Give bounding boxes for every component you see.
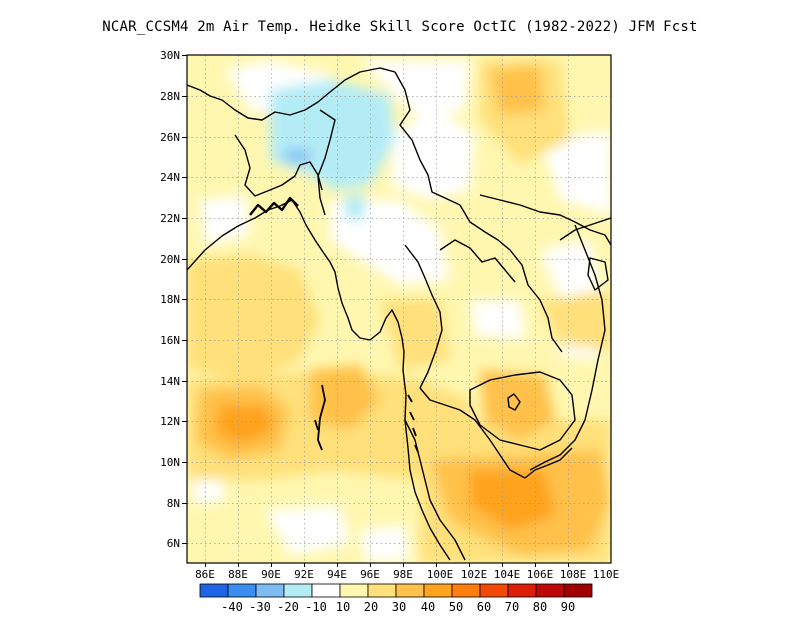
y-tick-12n: 12N xyxy=(160,415,180,428)
y-tick-26n: 26N xyxy=(160,131,180,144)
colorbar-labels: -40 -30 -20 -10 10 20 30 40 50 60 70 80 … xyxy=(221,600,575,614)
colorbar-label-20: 20 xyxy=(364,600,378,614)
x-tick-100e: 100E xyxy=(427,568,454,581)
colorbar-label-30: 30 xyxy=(392,600,406,614)
x-axis: 86E 88E 90E 92E 94E 96E 98E 100E 102E 10… xyxy=(195,563,619,581)
y-tick-14n: 14N xyxy=(160,375,180,388)
x-tick-88e: 88E xyxy=(228,568,248,581)
coastlines-borders xyxy=(187,67,611,561)
colorbar-swatch xyxy=(227,583,257,598)
x-tick-86e: 86E xyxy=(195,568,215,581)
y-tick-18n: 18N xyxy=(160,293,180,306)
colorbar-label-80: 80 xyxy=(533,600,547,614)
colorbar-swatch xyxy=(367,583,397,598)
map-title: NCAR_CCSM4 2m Air Temp. Heidke Skill Sco… xyxy=(102,19,698,35)
colorbar-swatch xyxy=(451,583,481,598)
x-tick-96e: 96E xyxy=(360,568,380,581)
y-tick-10n: 10N xyxy=(160,456,180,469)
colorbar-label-10: 10 xyxy=(336,600,350,614)
x-tick-110e: 110E xyxy=(593,568,620,581)
graticule xyxy=(187,55,611,563)
y-tick-20n: 20N xyxy=(160,253,180,266)
x-tick-104e: 104E xyxy=(494,568,521,581)
colorbar-swatch xyxy=(395,583,425,598)
colorbar-label-neg40: -40 xyxy=(221,600,243,614)
y-tick-30n: 30N xyxy=(160,49,180,62)
y-tick-22n: 22N xyxy=(160,212,180,225)
skill-field xyxy=(187,55,611,563)
colorbar-swatch xyxy=(339,583,369,598)
colorbar-swatch xyxy=(535,583,565,598)
x-tick-102e: 102E xyxy=(461,568,488,581)
colorbar-label-neg20: -20 xyxy=(277,600,299,614)
colorbar-label-40: 40 xyxy=(421,600,435,614)
colorbar-swatch xyxy=(283,583,313,598)
colorbar-swatch xyxy=(255,583,285,598)
colorbar-label-70: 70 xyxy=(505,600,519,614)
colorbar-swatch xyxy=(199,583,229,598)
y-tick-16n: 16N xyxy=(160,334,180,347)
colorbar-swatch xyxy=(423,583,453,598)
x-tick-94e: 94E xyxy=(327,568,347,581)
colorbar-swatch xyxy=(507,583,537,598)
colorbar-swatch xyxy=(563,583,593,598)
y-tick-24n: 24N xyxy=(160,171,180,184)
y-axis: 30N 28N 26N 24N 22N 20N 18N 16N 14N 12N … xyxy=(160,49,187,550)
colorbar-label-50: 50 xyxy=(449,600,463,614)
colorbar-label-60: 60 xyxy=(477,600,491,614)
x-tick-108e: 108E xyxy=(560,568,587,581)
colorbar-label-neg10: -10 xyxy=(305,600,327,614)
colorbar-swatch xyxy=(479,583,509,598)
colorbar-label-neg30: -30 xyxy=(249,600,271,614)
x-tick-90e: 90E xyxy=(261,568,281,581)
y-tick-8n: 8N xyxy=(167,497,180,510)
colorbar xyxy=(199,583,593,598)
x-tick-92e: 92E xyxy=(294,568,314,581)
x-tick-106e: 106E xyxy=(527,568,554,581)
y-tick-28n: 28N xyxy=(160,90,180,103)
colorbar-swatch xyxy=(311,583,341,598)
plot-frame xyxy=(186,54,612,564)
colorbar-label-90: 90 xyxy=(561,600,575,614)
x-tick-98e: 98E xyxy=(393,568,413,581)
y-tick-6n: 6N xyxy=(167,537,180,550)
